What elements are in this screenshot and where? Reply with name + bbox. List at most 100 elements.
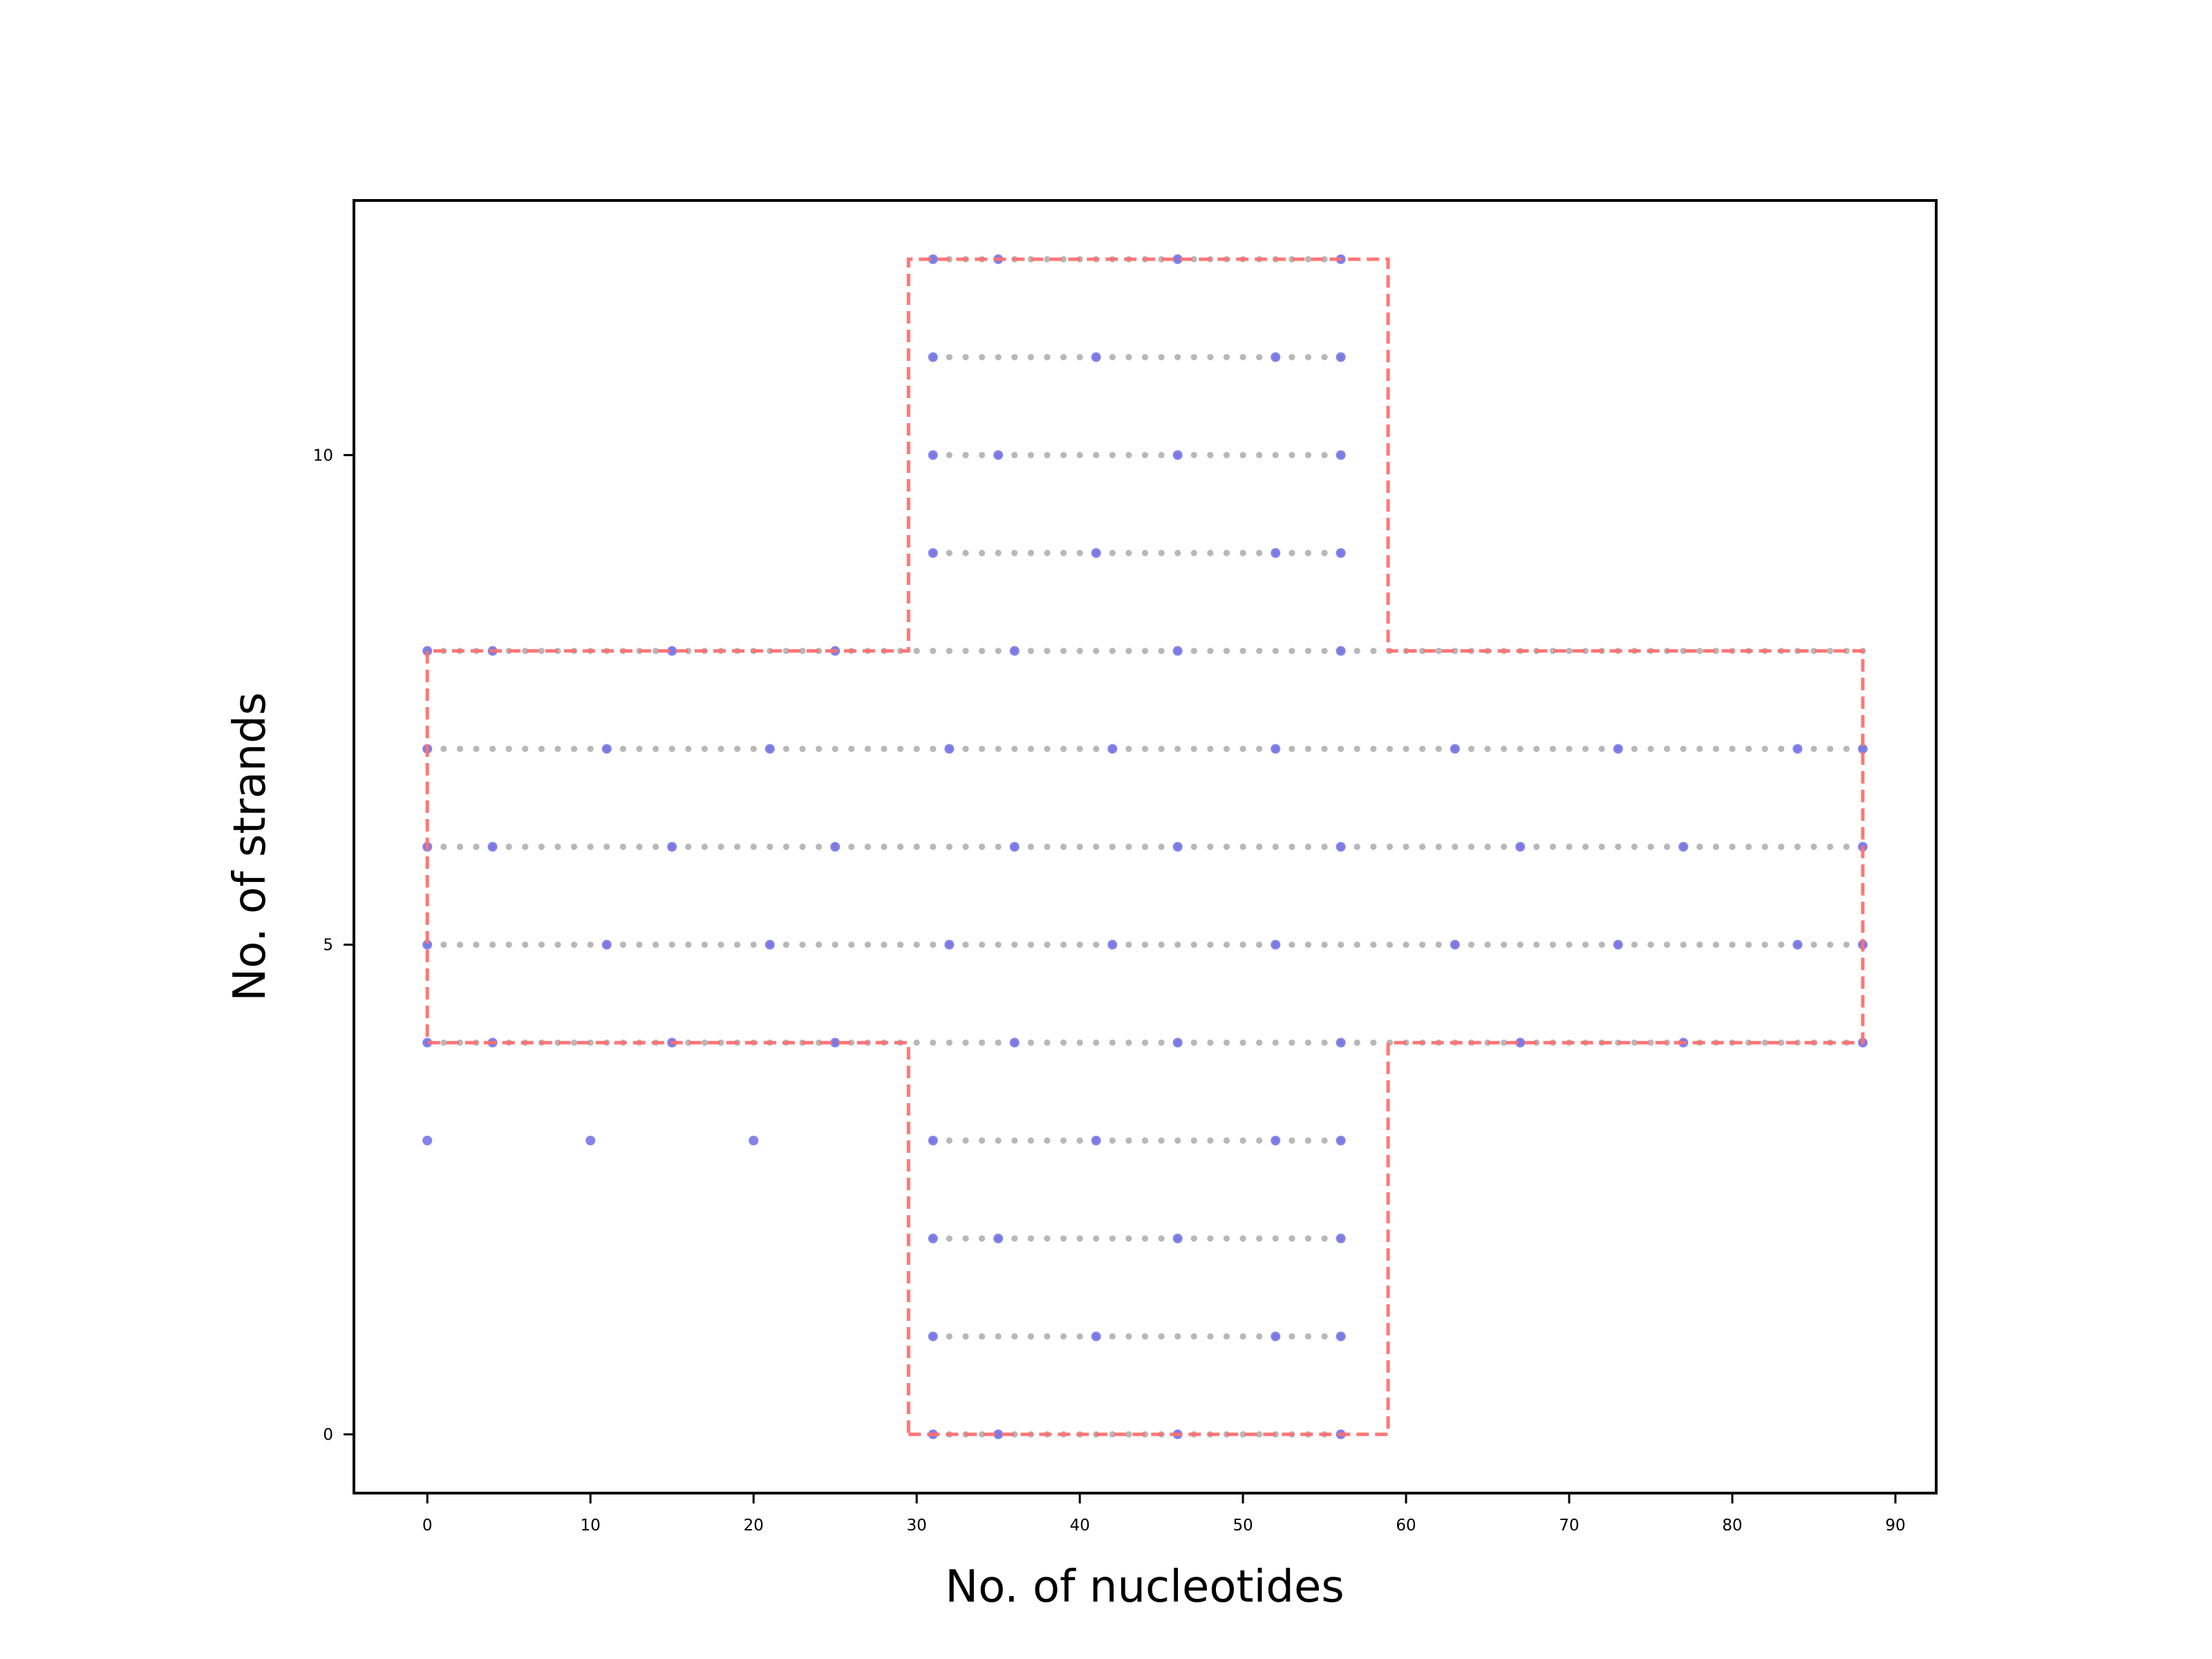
crossover-point	[1107, 744, 1118, 754]
strand-dot	[1060, 1235, 1067, 1242]
crossover-point	[944, 744, 955, 754]
strand-dot	[652, 648, 659, 655]
strand-dot	[1745, 843, 1752, 850]
strand-dot	[1761, 745, 1768, 752]
crossover-point	[422, 939, 433, 950]
strand-dot	[946, 1235, 953, 1242]
strand-dot	[1549, 745, 1557, 752]
strand-dot	[1843, 745, 1850, 752]
strand-dot	[946, 451, 953, 458]
strand-dot	[1256, 451, 1263, 458]
strand-dot	[881, 941, 888, 948]
strand-dot	[1256, 1333, 1263, 1340]
strand-dot	[1141, 941, 1149, 948]
crossover-point	[1009, 842, 1020, 852]
strand-dot	[913, 1039, 920, 1046]
strand-dot	[1484, 745, 1491, 752]
strand-dot	[978, 1039, 986, 1046]
strand-dot	[587, 843, 594, 850]
strand-dot	[897, 941, 904, 948]
y-tick-label: 0	[323, 1426, 333, 1444]
strand-dot	[1109, 1235, 1116, 1242]
strand-dot	[619, 745, 626, 752]
strand-dot	[1794, 843, 1801, 850]
strand-dot	[1207, 745, 1214, 752]
strand-dot	[1288, 550, 1295, 556]
strand-dot	[1141, 843, 1149, 850]
strand-dot	[1778, 843, 1785, 850]
strand-dot	[489, 745, 496, 752]
crossover-point	[1009, 1038, 1020, 1048]
strand-dot	[782, 843, 789, 850]
strand-dot	[1223, 1039, 1230, 1046]
strand-dot	[1827, 941, 1834, 948]
strand-dot	[1272, 1039, 1279, 1046]
strand-dot	[946, 1039, 953, 1046]
crossover-point	[944, 939, 955, 950]
strand-dot	[1093, 1235, 1100, 1242]
strand-dot	[570, 1039, 578, 1046]
strand-dot	[1190, 1039, 1197, 1046]
strand-dot	[1304, 843, 1312, 850]
strand-dot	[701, 1039, 708, 1046]
strand-dot	[1321, 550, 1328, 556]
crossover-point	[1335, 1233, 1346, 1244]
crossover-point	[1613, 744, 1623, 754]
strand-dot	[1338, 745, 1344, 752]
strand-dot	[619, 843, 626, 850]
strand-dot	[1093, 745, 1100, 752]
strand-dot	[1076, 1235, 1083, 1242]
strand-dot	[1207, 648, 1214, 655]
strand-dot	[1272, 451, 1279, 458]
crossover-point	[1335, 1331, 1346, 1342]
strand-dot	[1141, 1039, 1149, 1046]
strand-dot	[978, 745, 986, 752]
strand-dot	[1452, 843, 1459, 850]
strand-dot	[1647, 745, 1654, 752]
strand-dot	[1288, 745, 1295, 752]
crossover-point	[830, 842, 841, 852]
strand-dot	[1027, 1039, 1034, 1046]
strand-dot	[1174, 745, 1181, 752]
strand-dot	[489, 941, 496, 948]
y-tick-label: 10	[313, 447, 333, 465]
strand-dot	[1321, 745, 1328, 752]
crossover-point	[1335, 548, 1346, 558]
strand-dot	[1190, 941, 1197, 948]
strand-dot	[1011, 354, 1018, 361]
strand-dot	[1631, 1039, 1638, 1046]
strand-dot	[1239, 843, 1246, 850]
strand-dot	[1631, 745, 1638, 752]
strand-dot	[685, 941, 692, 948]
strand-dot	[636, 745, 643, 752]
strand-dot	[505, 941, 512, 948]
y-tick-label: 5	[323, 937, 333, 955]
strand-dot	[1141, 550, 1149, 556]
strand-dot	[750, 941, 757, 948]
strand-dot	[1288, 1039, 1295, 1046]
strand-dot	[1190, 843, 1197, 850]
strand-dot	[1027, 745, 1034, 752]
strand-dot	[1158, 1333, 1165, 1340]
strand-dot	[799, 745, 806, 752]
strand-dot	[1044, 451, 1051, 458]
strand-dot	[930, 1039, 937, 1046]
strand-dot	[1827, 745, 1834, 752]
strand-dot	[913, 648, 920, 655]
strand-dot	[1060, 550, 1067, 556]
strand-dot	[1729, 745, 1736, 752]
strand-dot	[1761, 1039, 1768, 1046]
strand-dot	[750, 843, 757, 850]
strand-dot	[1403, 941, 1409, 948]
strand-dot	[1353, 941, 1360, 948]
strand-dot	[1403, 843, 1409, 850]
strand-dot	[995, 354, 1002, 361]
strand-dot	[1696, 843, 1703, 850]
strand-dot	[1207, 354, 1214, 361]
strand-dot	[636, 843, 643, 850]
strand-dot	[1810, 843, 1817, 850]
strand-dot	[1696, 941, 1703, 948]
strand-dot	[1239, 648, 1246, 655]
strand-dot	[1353, 843, 1360, 850]
strand-dot	[1256, 745, 1263, 752]
